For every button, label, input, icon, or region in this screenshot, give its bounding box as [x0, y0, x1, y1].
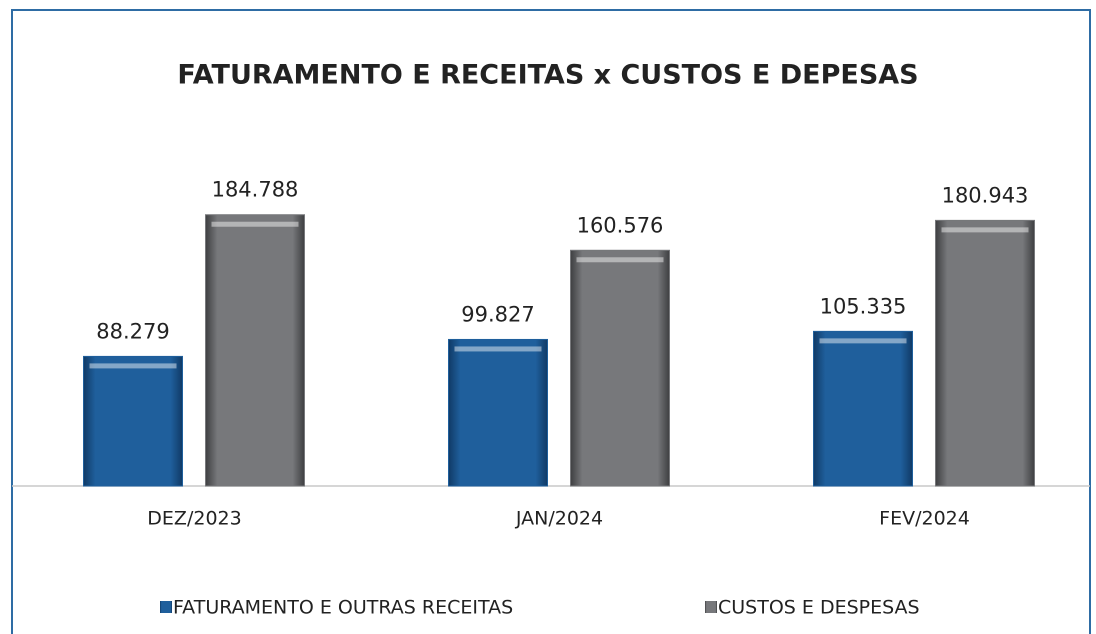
bar: [570, 249, 670, 487]
bar: [205, 214, 305, 487]
bar-bevel: [89, 363, 177, 369]
value-label: 160.576: [577, 213, 664, 237]
value-label: 180.943: [942, 183, 1029, 207]
value-label: 99.827: [461, 302, 534, 326]
chart-title: FATURAMENTO E RECEITAS x CUSTOS E DEPESA…: [177, 60, 918, 91]
bar-bevel: [941, 227, 1029, 233]
frame: [11, 9, 1091, 634]
bar-bevel: [454, 346, 542, 352]
value-label: 184.788: [212, 178, 299, 202]
bar: [813, 330, 913, 487]
bar-bevel: [819, 338, 907, 344]
legend-swatch: [160, 601, 172, 613]
x-tick-label: DEZ/2023: [147, 508, 241, 530]
bar-bevel: [576, 257, 664, 263]
bar: [935, 219, 1035, 487]
value-label: 105.335: [820, 294, 907, 318]
bar-bevel: [211, 221, 299, 227]
x-tick-label: FEV/2024: [879, 508, 970, 530]
legend-swatch: [705, 601, 717, 613]
legend-label: FATURAMENTO E OUTRAS RECEITAS: [173, 597, 513, 619]
bar: [83, 355, 183, 487]
legend-label: CUSTOS E DESPESAS: [718, 597, 920, 619]
bar: [448, 338, 548, 487]
value-label: 88.279: [96, 319, 169, 343]
x-tick-label: JAN/2024: [515, 508, 603, 530]
